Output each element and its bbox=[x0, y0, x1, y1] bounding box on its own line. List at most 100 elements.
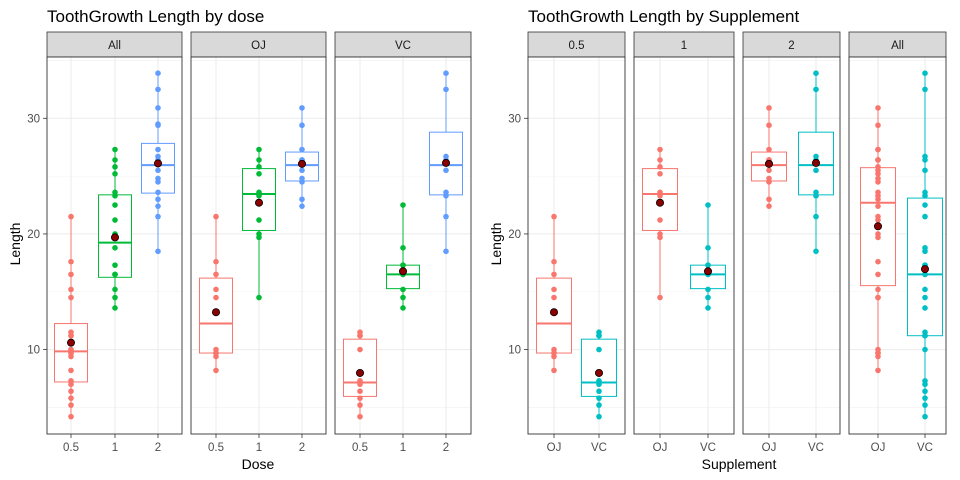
data-point bbox=[112, 286, 118, 293]
data-point bbox=[922, 378, 928, 384]
data-point bbox=[657, 146, 663, 153]
data-point bbox=[922, 153, 928, 160]
data-point bbox=[112, 164, 118, 170]
data-point bbox=[155, 213, 161, 220]
data-point bbox=[68, 294, 74, 301]
data-point bbox=[875, 258, 881, 265]
facet-strip-label: 0.5 bbox=[569, 40, 585, 52]
data-point bbox=[68, 346, 74, 353]
data-point bbox=[213, 346, 219, 353]
mean-point bbox=[765, 159, 774, 168]
data-point bbox=[657, 189, 663, 196]
data-point bbox=[875, 146, 881, 153]
data-point bbox=[596, 388, 602, 395]
x-tick-label: 1 bbox=[256, 442, 262, 454]
data-point bbox=[596, 346, 602, 353]
data-point bbox=[922, 402, 928, 408]
data-point bbox=[213, 367, 219, 374]
y-tick-label: 30 bbox=[508, 113, 521, 125]
data-point bbox=[922, 271, 928, 278]
x-tick-label: OJ bbox=[762, 442, 777, 454]
box-group: OJ bbox=[642, 146, 678, 454]
data-point bbox=[155, 105, 161, 111]
data-point bbox=[551, 271, 557, 278]
data-point bbox=[112, 245, 118, 251]
data-point bbox=[705, 202, 711, 208]
data-point bbox=[766, 175, 772, 182]
data-point bbox=[922, 395, 928, 401]
data-point bbox=[551, 258, 557, 265]
data-point bbox=[68, 388, 74, 395]
data-point bbox=[155, 196, 161, 203]
box-group: 0.5 bbox=[54, 213, 88, 454]
data-point bbox=[596, 413, 602, 420]
data-point bbox=[875, 271, 881, 278]
data-point bbox=[813, 167, 819, 174]
x-tick-label: 1 bbox=[112, 442, 118, 454]
data-point bbox=[357, 402, 363, 408]
x-tick-label: VC bbox=[700, 442, 716, 454]
data-point bbox=[922, 286, 928, 293]
y-tick-label: 10 bbox=[27, 345, 40, 357]
data-point bbox=[68, 413, 74, 420]
data-point bbox=[256, 189, 262, 196]
x-tick-label: 2 bbox=[443, 442, 449, 454]
data-point bbox=[112, 217, 118, 223]
box-group: 2 bbox=[429, 70, 463, 454]
data-point bbox=[68, 258, 74, 265]
mean-point bbox=[355, 368, 364, 377]
x-tick-label: VC bbox=[591, 442, 607, 454]
facet-panel: All 10 20 30 0.5 1 2 bbox=[27, 31, 183, 454]
data-point bbox=[213, 294, 219, 301]
data-point bbox=[766, 203, 772, 209]
panel-border bbox=[334, 56, 472, 435]
mean-point bbox=[398, 267, 407, 276]
box-group: VC bbox=[581, 329, 617, 454]
mean-point bbox=[153, 159, 162, 168]
data-point bbox=[112, 271, 118, 278]
data-point bbox=[256, 231, 262, 237]
data-point bbox=[112, 294, 118, 301]
data-point bbox=[875, 157, 881, 163]
data-point bbox=[443, 189, 449, 196]
data-point bbox=[875, 167, 881, 174]
data-point bbox=[155, 175, 161, 182]
data-point bbox=[875, 286, 881, 293]
data-point bbox=[705, 294, 711, 301]
data-point bbox=[875, 189, 881, 196]
mean-point bbox=[67, 338, 76, 347]
data-point bbox=[875, 217, 881, 223]
data-point bbox=[299, 146, 305, 153]
facet-strip-label: VC bbox=[395, 40, 411, 52]
data-point bbox=[766, 167, 772, 174]
facet-panel: All OJ VC bbox=[848, 31, 947, 454]
box-group: VC bbox=[907, 70, 943, 454]
box-group: OJ bbox=[751, 105, 787, 454]
data-point bbox=[443, 153, 449, 160]
data-point bbox=[68, 367, 74, 374]
data-point bbox=[766, 122, 772, 129]
data-point bbox=[705, 245, 711, 251]
data-point bbox=[256, 294, 262, 301]
data-point bbox=[112, 305, 118, 311]
data-point bbox=[657, 294, 663, 301]
data-point bbox=[766, 146, 772, 153]
mean-point bbox=[441, 158, 450, 167]
data-point bbox=[256, 171, 262, 177]
x-tick-label: VC bbox=[917, 442, 933, 454]
panel-background bbox=[634, 57, 734, 434]
data-point bbox=[922, 294, 928, 301]
facet-strip bbox=[334, 31, 472, 58]
x-tick-label: 0.5 bbox=[63, 442, 79, 454]
data-point bbox=[155, 86, 161, 93]
data-point bbox=[357, 413, 363, 420]
data-point bbox=[813, 153, 819, 160]
data-point bbox=[657, 157, 663, 163]
x-tick-label: OJ bbox=[547, 442, 562, 454]
data-point bbox=[657, 171, 663, 177]
data-point bbox=[299, 203, 305, 209]
facets-dose: All 10 20 30 0.5 1 2 OJ 0.5 1 2 VC 0.5 1 2 bbox=[27, 31, 472, 454]
data-point bbox=[400, 262, 406, 268]
facet-strip bbox=[633, 31, 735, 58]
